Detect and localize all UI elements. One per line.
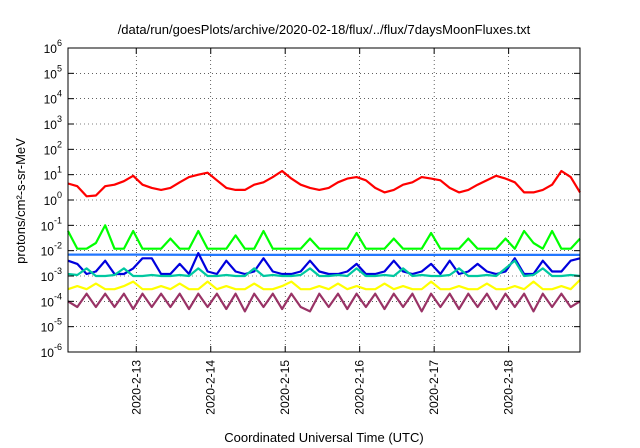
y-tick-label: 10-3 <box>41 266 62 284</box>
y-tick-label: 10-4 <box>41 291 62 309</box>
x-tick-label: 2020-2-16 <box>353 360 367 415</box>
chart-title: /data/run/goesPlots/archive/2020-02-18/f… <box>118 22 531 37</box>
x-tick-label: 2020-2-15 <box>278 360 292 415</box>
y-axis-label: protons/cm²-s-sr-MeV <box>13 138 28 264</box>
y-tick-label: 10-6 <box>41 342 62 360</box>
y-tick-label: 103 <box>44 114 62 132</box>
series-line-5 <box>67 259 581 278</box>
x-tick-label: 2020-2-14 <box>204 360 218 415</box>
y-tick-label: 10-1 <box>41 215 62 233</box>
series-lines <box>67 169 581 313</box>
series-line-7 <box>67 292 581 313</box>
y-tick-label: 104 <box>44 89 62 107</box>
x-tick-label: 2020-2-13 <box>129 360 143 415</box>
grid <box>68 47 580 353</box>
series-line-2 <box>67 224 581 250</box>
x-axis-label: Coordinated Universal Time (UTC) <box>224 430 423 445</box>
y-tick-label: 101 <box>44 165 62 183</box>
y-tick-label: 102 <box>44 139 62 157</box>
y-tick-label: 100 <box>44 190 62 208</box>
x-tick-label: 2020-2-18 <box>502 360 516 415</box>
y-tick-label: 10-5 <box>41 317 62 335</box>
series-line-1 <box>67 169 581 198</box>
series-line-4 <box>67 252 581 276</box>
y-axis: 10-6 10-5 10-4 10-3 10-2 10-1 100 101 102 103 104 1… <box>41 38 580 360</box>
series-line-6 <box>67 279 581 291</box>
x-axis: 2020-2-13 2020-2-14 2020-2-15 2020-2-16 2020… <box>129 48 516 415</box>
y-tick-label: 106 <box>44 38 62 56</box>
y-tick-label: 105 <box>44 63 62 81</box>
y-tick-label: 10-2 <box>41 241 62 259</box>
x-tick-label: 2020-2-17 <box>427 360 441 415</box>
